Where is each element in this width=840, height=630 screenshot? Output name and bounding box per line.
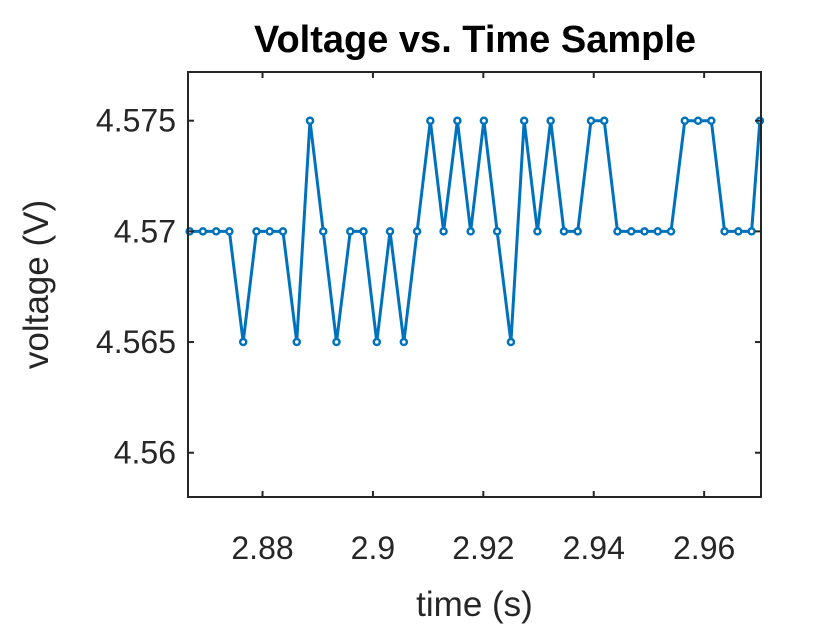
data-point: [479, 116, 489, 125]
data-point: [693, 116, 703, 125]
data-point: [265, 227, 274, 236]
data-point: [466, 227, 475, 236]
data-point: [252, 227, 261, 236]
data-point: [599, 116, 609, 125]
data-point: [559, 227, 569, 236]
data-point: [492, 227, 502, 236]
data-point: [399, 337, 409, 347]
y-axis-label: voltage (V): [17, 200, 56, 369]
data-point: [305, 116, 315, 125]
data-point: [319, 227, 328, 236]
data-point: [346, 227, 355, 236]
data-point: [426, 116, 435, 125]
data-point: [586, 116, 596, 125]
data-point: [613, 227, 622, 236]
data-point: [734, 227, 743, 236]
data-point: [211, 227, 221, 236]
data-point: [225, 227, 234, 236]
data-point: [627, 227, 636, 236]
data-point: [533, 227, 542, 236]
x-tick-label: 2.88: [231, 530, 293, 566]
y-tick-label: 4.56: [114, 435, 176, 471]
data-point: [453, 116, 462, 125]
chart-title: Voltage vs. Time Sample: [254, 19, 696, 61]
data-point: [720, 227, 729, 236]
data-point: [292, 337, 301, 347]
data-point: [707, 116, 716, 125]
y-tick-label: 4.565: [96, 324, 176, 360]
series-layer: [185, 116, 765, 347]
data-point: [385, 227, 395, 236]
x-tick-label: 2.9: [351, 530, 395, 566]
data-point: [680, 116, 690, 125]
x-axis-label: time (s): [416, 585, 533, 624]
x-tick-label: 2.94: [563, 530, 625, 566]
y-tick-label: 4.57: [114, 213, 176, 249]
data-point: [238, 337, 248, 347]
data-point: [573, 227, 582, 236]
data-point: [640, 227, 649, 236]
data-point: [278, 227, 288, 236]
data-point: [519, 116, 529, 125]
data-point: [359, 227, 368, 236]
axes-box: [187, 71, 762, 498]
x-tick-label: 2.92: [452, 530, 514, 566]
data-point: [439, 227, 448, 236]
data-point: [666, 227, 676, 236]
data-point: [372, 337, 382, 347]
data-point: [332, 337, 341, 347]
x-tick-label: 2.96: [673, 530, 735, 566]
data-point: [506, 337, 516, 347]
x-ticks: 2.88 2.9 2.92 2.94 2.96: [231, 72, 735, 566]
y-ticks: 4.56 4.565 4.57 4.575: [96, 103, 761, 471]
data-point: [198, 227, 208, 236]
data-point: [653, 227, 663, 236]
data-point: [546, 116, 555, 125]
data-point: [412, 227, 422, 236]
y-tick-label: 4.575: [96, 103, 176, 139]
data-point: [747, 227, 756, 236]
plot-area: [188, 72, 761, 497]
